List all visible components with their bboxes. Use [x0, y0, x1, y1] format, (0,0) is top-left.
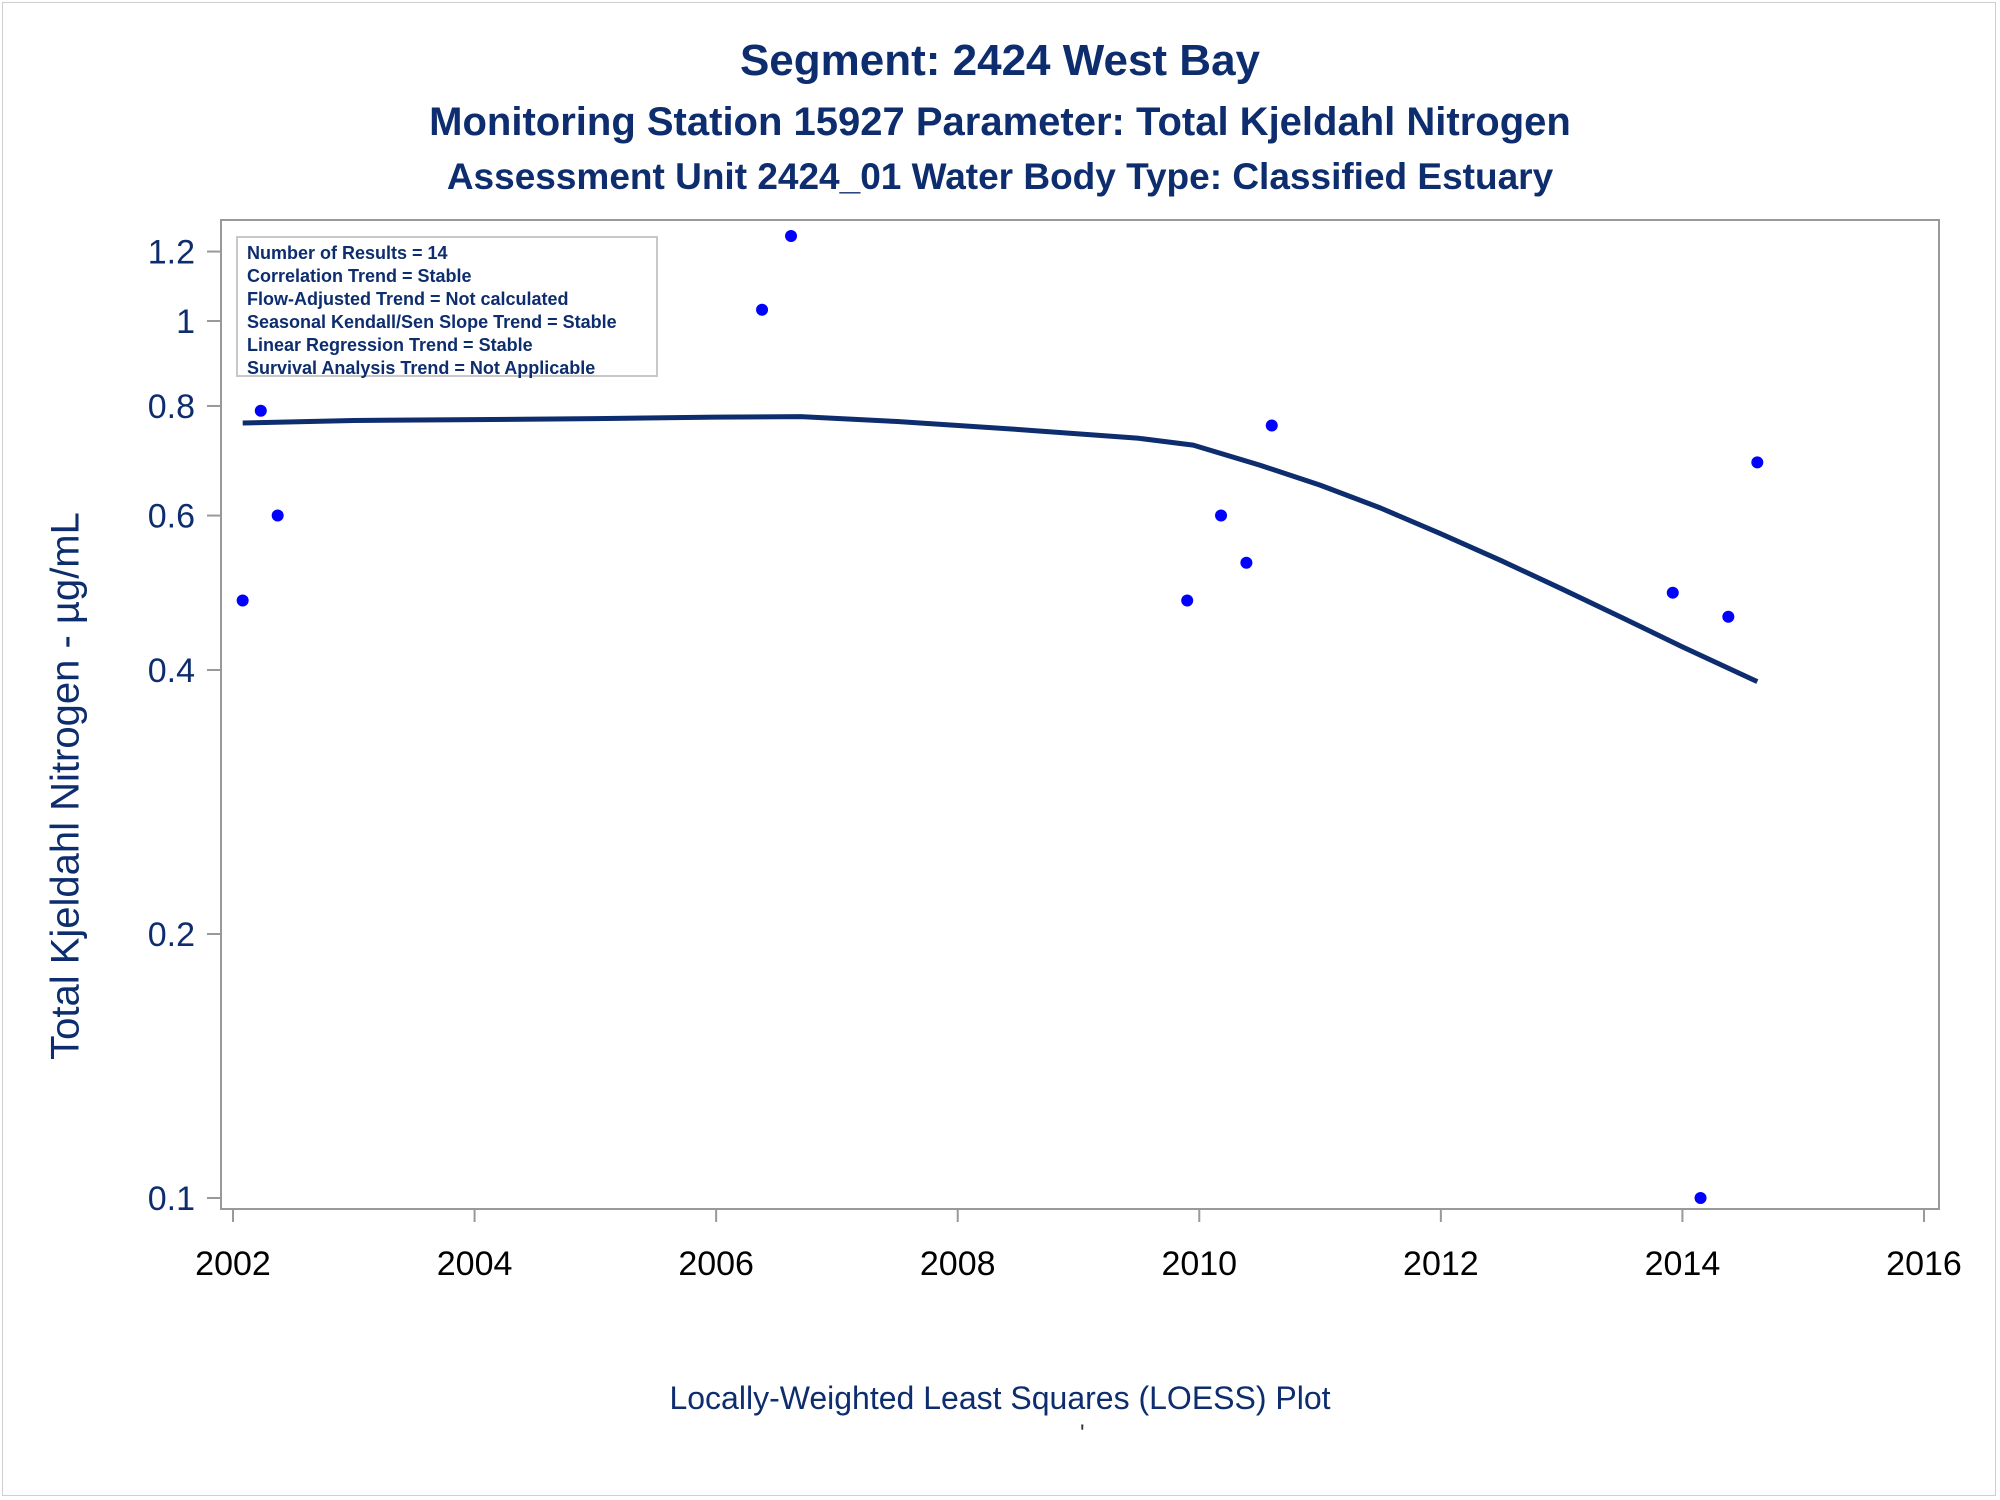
x-tick-label: 2010 — [1161, 1245, 1237, 1283]
data-point — [254, 404, 267, 417]
x-tick-label: 2004 — [437, 1245, 513, 1283]
x-tick-label: 2012 — [1403, 1245, 1479, 1283]
x-tick-label: 2016 — [1886, 1245, 1962, 1283]
data-points-layer — [236, 230, 1764, 1204]
y-tick-label: 0.6 — [148, 498, 195, 536]
data-point — [1265, 419, 1278, 432]
data-point — [1240, 556, 1253, 569]
data-point — [1751, 456, 1764, 469]
legend-linear-regression-trend: Linear Regression Trend = Stable — [247, 335, 533, 355]
loess-curve-layer — [242, 414, 1759, 684]
loess-curve — [242, 414, 1759, 684]
data-point — [271, 509, 284, 522]
y-tick-label: 0.1 — [148, 1180, 195, 1218]
legend-seasonal-kendall-trend: Seasonal Kendall/Sen Slope Trend = Stabl… — [247, 312, 617, 332]
trend-summary-box: Number of Results = 14 Correlation Trend… — [236, 236, 658, 378]
plot-area-border — [220, 219, 1940, 1210]
x-tick-label: 2008 — [920, 1245, 996, 1283]
y-tick-label: 0.8 — [148, 388, 195, 426]
y-tick-label: 1.2 — [148, 234, 195, 272]
data-point — [785, 230, 798, 242]
x-tick-label: 2002 — [195, 1245, 271, 1283]
legend-survival-analysis-trend: Survival Analysis Trend = Not Applicable — [247, 358, 596, 378]
legend-results-count: Number of Results = 14 — [247, 243, 448, 263]
y-tick-label: 0.4 — [148, 652, 195, 690]
y-tick-label: 1 — [176, 303, 195, 341]
x-axis: 2002 2004 2006 2008 2010 2012 2014 2016 — [195, 1209, 1962, 1283]
data-point — [1181, 594, 1194, 607]
x-tick-label: 2014 — [1645, 1245, 1721, 1283]
y-tick-label: 0.2 — [148, 916, 195, 954]
data-point — [1722, 610, 1735, 623]
legend-flow-adjusted-trend: Flow-Adjusted Trend = Not calculated — [247, 289, 569, 309]
x-tick-label: 2006 — [678, 1245, 754, 1283]
data-point — [1694, 1192, 1707, 1204]
data-point — [1215, 509, 1228, 522]
chart-subtitle-station: Monitoring Station 15927 Parameter: Tota… — [429, 100, 1571, 144]
data-point — [756, 303, 769, 316]
data-point — [236, 594, 249, 607]
footnote-mark: ' — [1080, 1420, 1085, 1447]
chart-title: Segment: 2424 West Bay — [739, 36, 1261, 85]
y-axis: 0.1 0.2 0.4 0.6 0.8 1 1.2 — [148, 234, 221, 1218]
legend-correlation-trend: Correlation Trend = Stable — [247, 266, 472, 286]
data-point — [1666, 586, 1679, 599]
chart-subtitle-assessment: Assessment Unit 2424_01 Water Body Type:… — [446, 156, 1554, 197]
plot-caption: Locally-Weighted Least Squares (LOESS) P… — [669, 1380, 1331, 1416]
